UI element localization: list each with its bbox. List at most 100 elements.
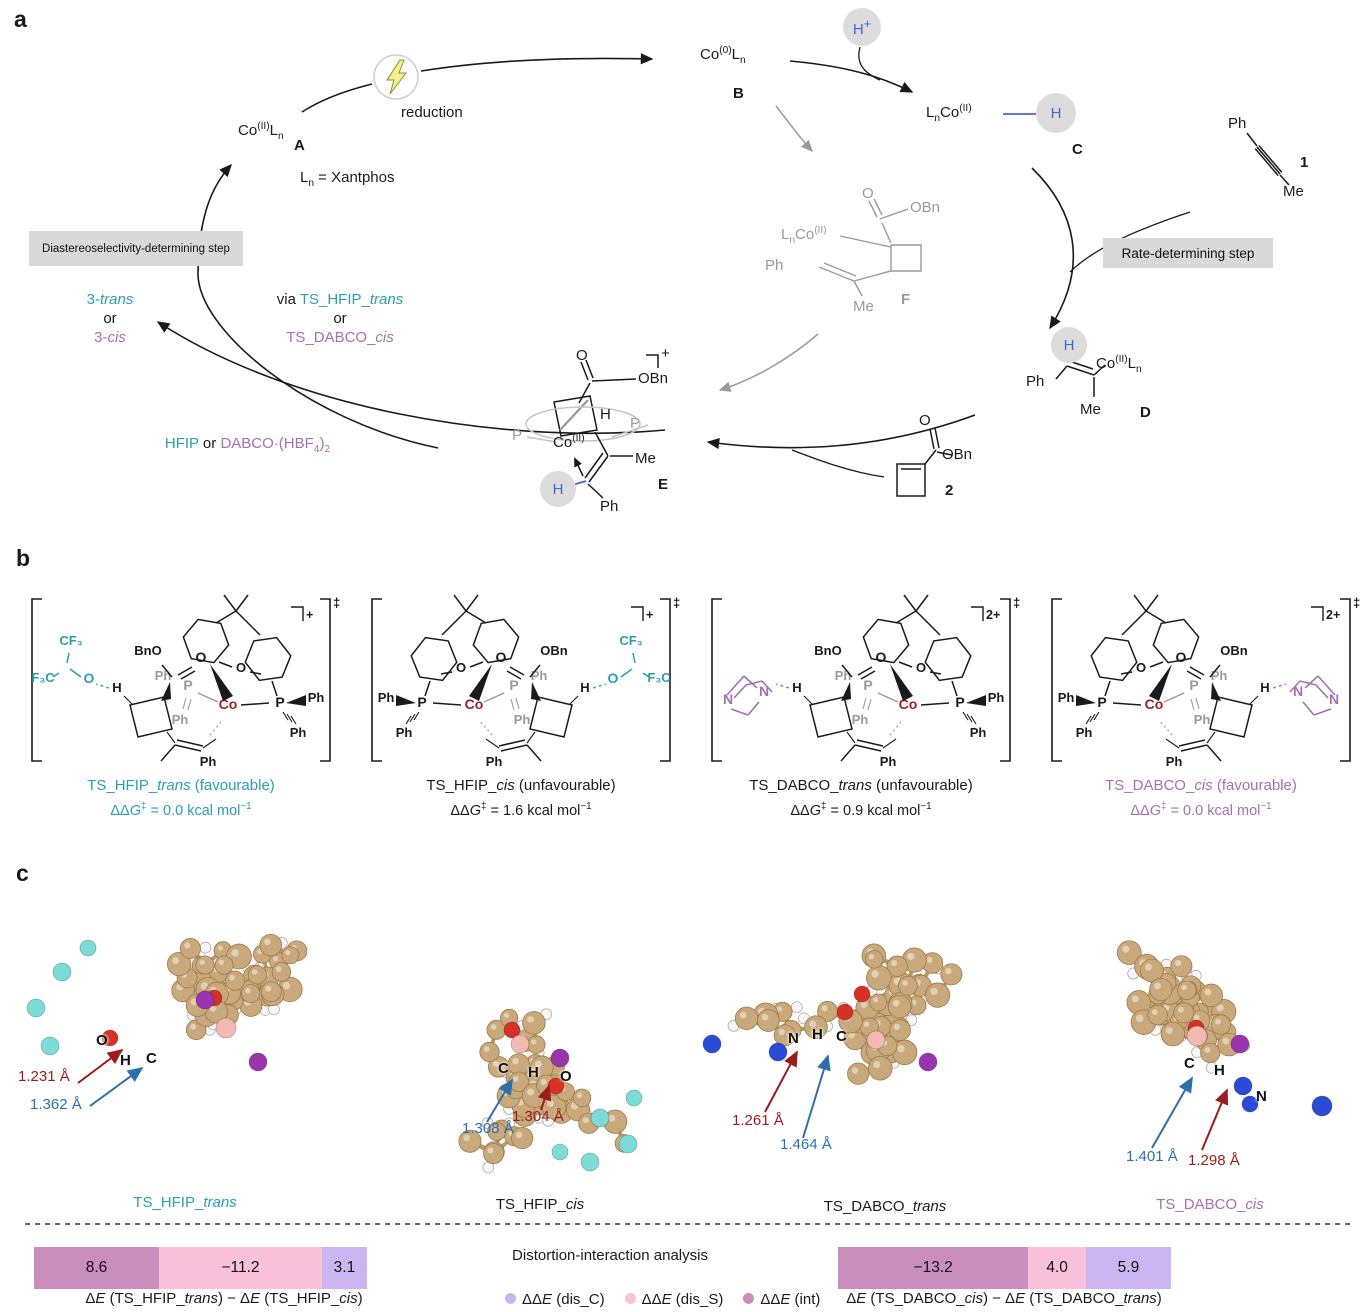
atom-label: BnO [134, 643, 161, 658]
species-b-tag: B [733, 85, 744, 102]
atom-label: Ph [378, 690, 395, 705]
atom-2-0: N [788, 1030, 799, 1047]
atom-label: P [509, 677, 518, 693]
legend-label: ΔΔE (int) [760, 1291, 821, 1308]
dist-3-0: 1.401 Å [1126, 1148, 1178, 1165]
proton-label: H+ [852, 16, 872, 38]
cpd1-tag: 1 [1300, 154, 1309, 171]
panel-b-label: b [16, 545, 31, 571]
atom-3-0: C [1184, 1055, 1195, 1072]
dist-3-1: 1.298 Å [1188, 1152, 1240, 1169]
e-charge: + [661, 345, 670, 362]
atom-label: Ph [852, 712, 869, 727]
ligand-note: Ln = Xantphos [300, 169, 395, 189]
legend-dot-icon [505, 1293, 516, 1304]
product-or: or [103, 310, 117, 327]
e-me: Me [635, 450, 656, 467]
dist-1-1: 1.304 Å [512, 1108, 564, 1125]
legend-dot-icon [743, 1293, 755, 1304]
atom-label: H [792, 680, 801, 695]
atom-label: F₃C [647, 670, 671, 685]
model2-name: TS_DABCO_trans [823, 1198, 947, 1215]
atom-label: P [1097, 694, 1106, 710]
atom-label: Ph [1166, 754, 1183, 769]
svg-text:+: + [646, 608, 653, 622]
model0-name: TS_HFIP_trans [133, 1194, 237, 1211]
svg-text:‡: ‡ [1013, 595, 1020, 610]
species-a-tag: A [294, 137, 305, 154]
ts1-caption: TS_HFIP_cis (unfavourable) [426, 777, 616, 794]
atom-label: OBn [540, 643, 568, 658]
dist-0-0: 1.231 Å [18, 1068, 70, 1085]
atom-label: N [1293, 683, 1303, 699]
ts2-energy: ΔΔG‡ = 0.9 kcal mol−1 [790, 801, 932, 819]
legend-item: ΔΔE (dis_C) [505, 1291, 605, 1308]
atom-label: O [916, 660, 926, 675]
ts3-energy: ΔΔG‡ = 0.0 kcal mol−1 [1130, 801, 1272, 819]
atom-label: O [496, 649, 507, 665]
species-c-formula: LnCo(II) [926, 103, 972, 124]
atom-label: Ph [880, 754, 897, 769]
reagent-dabco: DABCO·(HBF4)2 [220, 435, 331, 455]
atom-label: H [1260, 680, 1269, 695]
f-ph: Ph [765, 257, 784, 274]
atom-label: CF₃ [59, 633, 82, 648]
atom-0-0: O [96, 1032, 108, 1049]
dist-0-1: 1.362 Å [30, 1096, 82, 1113]
f-o: O [862, 185, 874, 202]
bar-segment: −13.2 [838, 1247, 1029, 1289]
product-cis: 3-cis [94, 329, 126, 346]
atom-label: Ph [514, 712, 531, 727]
atom-2-1: H [812, 1026, 823, 1043]
atom-1-0: C [498, 1060, 509, 1077]
model3-name: TS_DABCO_cis [1156, 1196, 1264, 1213]
bar-segment: 4.0 [1028, 1247, 1086, 1289]
atom-label: O [196, 649, 207, 665]
legend-item: ΔΔE (int) [743, 1291, 820, 1308]
cpd1-ph: Ph [1228, 115, 1247, 132]
e-p-left: P [512, 427, 523, 444]
atom-label: N [759, 683, 769, 699]
atom-label: P [183, 677, 192, 693]
ts2-caption: TS_DABCO_trans (unfavourable) [749, 777, 973, 794]
bar-dabco-caption: ΔE (TS_DABCO_cis) − ΔE (TS_DABCO_trans) [846, 1290, 1162, 1307]
bar-segment: 8.6 [34, 1247, 160, 1289]
reagents-label: HFIP or DABCO·(HBF4)2 [130, 435, 365, 456]
legend-label: ΔΔE (dis_C) [522, 1291, 605, 1308]
legend-item: ΔΔE (dis_S) [624, 1291, 723, 1308]
atom-label: Ph [1058, 690, 1075, 705]
distortion-title: Distortion-interaction analysis [512, 1247, 708, 1264]
cpd2-tag: 2 [945, 482, 954, 499]
svg-text:+: + [306, 608, 313, 622]
f-obn: OBn [910, 199, 941, 216]
e-h: H [600, 406, 611, 423]
hydride-label-d: H [1063, 336, 1075, 354]
via-or: or [333, 310, 347, 327]
e-p-right: P [630, 415, 641, 432]
dist-2-0: 1.261 Å [732, 1112, 784, 1129]
atom-label: N [723, 691, 733, 707]
atom-label: F₃C [31, 670, 55, 685]
ts0-caption: TS_HFIP_trans (favourable) [87, 777, 275, 794]
ts3-caption: TS_DABCO_cis (favourable) [1105, 777, 1297, 794]
bar-dabco: −13.2 4.0 5.9 [838, 1247, 1171, 1289]
atom-label: O [608, 670, 619, 686]
e-obn: OBn [638, 370, 669, 387]
via-prefix: via [276, 291, 300, 308]
d-me: Me [1080, 401, 1101, 418]
f-me: Me [853, 298, 874, 315]
svg-text:2+: 2+ [1326, 608, 1340, 622]
atom-0-1: H [120, 1052, 131, 1069]
hydride-circle-d: H [1051, 327, 1087, 363]
atom-label: P [275, 694, 284, 710]
dist-1-0: 1.308 Å [462, 1120, 514, 1137]
f-lnco: LnCo(II) [781, 225, 827, 246]
atom-label: Ph [308, 690, 325, 705]
via-line1: via TS_HFIP_trans [250, 291, 430, 308]
cpd2-o: O [919, 412, 931, 429]
e-ph: Ph [600, 498, 619, 515]
atom-label: BnO [814, 643, 841, 658]
